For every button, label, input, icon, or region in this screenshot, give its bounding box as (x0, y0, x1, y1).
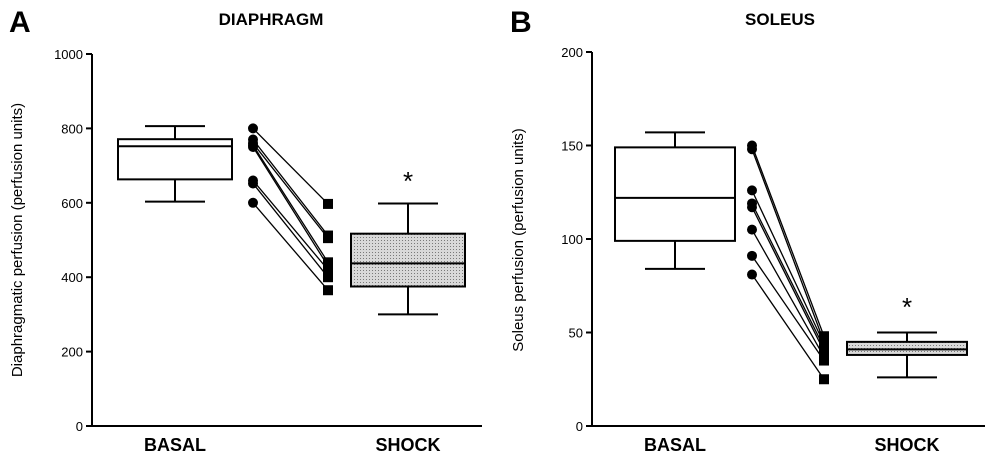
panel-a: A DIAPHRAGM Diaphragmatic perfusion (per… (9, 6, 482, 455)
panel-a-x-categories: BASAL SHOCK (144, 435, 441, 455)
panel-b-y-tick-label: 200 (561, 45, 583, 60)
panel-b-pair-line (751, 274, 825, 380)
panel-a-y-axis-label: Diaphragmatic perfusion (perfusion units… (9, 103, 26, 377)
panel-a-pair-line (252, 142, 329, 239)
panel-a-y-tick-label: 1000 (54, 47, 83, 62)
panel-b-basal-point (747, 202, 757, 213)
panel-a-shock-point (323, 233, 333, 244)
panel-a-pair-line (252, 180, 329, 271)
panel-a-x-category-label: SHOCK (375, 435, 440, 455)
panel-a-pair-line (252, 139, 329, 236)
panel-a-pair-line (252, 202, 329, 291)
panel-a-y-tick-label: 200 (61, 345, 83, 360)
panel-a-title: DIAPHRAGM (219, 10, 324, 29)
panel-a-paired-points (248, 123, 333, 296)
panel-a-shock-point (323, 272, 333, 283)
panel-b-box-basal (614, 146, 736, 242)
panel-b-title: SOLEUS (745, 10, 815, 29)
panel-b-x-categories: BASAL SHOCK (644, 435, 940, 455)
panel-b-boxes (614, 131, 968, 379)
panel-b-y-tick-label: 50 (569, 326, 583, 341)
panel-a-shock-point (323, 198, 333, 209)
panel-b-significance-star: * (902, 292, 912, 322)
panel-a-boxes (117, 125, 466, 316)
panel-b-pair-line (751, 149, 825, 343)
panel-a-box-basal (117, 138, 233, 181)
panel-a-y-tick-label: 600 (61, 196, 83, 211)
panel-b-y-tick-label: 100 (561, 232, 583, 247)
panel-a-box-shock (350, 232, 466, 288)
panel-b-shock-point (819, 346, 829, 357)
panel-b-basal-point (747, 144, 757, 155)
panel-a-shock-point (323, 264, 333, 275)
panel-b-y-axis-label: Soleus perfusion (perfusion units) (510, 128, 527, 351)
panel-a-y-ticks: 0 200 400 600 800 1000 (54, 47, 92, 434)
panel-b-shock-point (819, 374, 829, 385)
panel-b-pair-line (751, 229, 825, 358)
panel-b-y-tick-label: 0 (576, 419, 583, 434)
panel-b-y-ticks: 0 50 100 150 200 (561, 45, 592, 434)
panel-a-letter: A (9, 6, 31, 39)
panel-a-basal-point (248, 197, 258, 208)
panel-a-shock-point (323, 285, 333, 296)
panel-b-basal-point (747, 224, 757, 235)
panel-a-pair-line (252, 183, 329, 278)
panel-b-pair-line (751, 206, 825, 352)
panel-a-pair-line (252, 144, 329, 263)
panel-b-pair-line (751, 255, 825, 361)
panel-b-shock-point (819, 331, 829, 342)
panel-b: B SOLEUS Soleus perfusion (perfusion uni… (510, 6, 985, 455)
panel-a-y-tick-label: 800 (61, 121, 83, 136)
panel-b-basal-point (747, 269, 757, 280)
panel-a-basal-point (248, 178, 258, 189)
panel-b-letter: B (510, 6, 532, 39)
panel-b-pair-line (751, 203, 825, 348)
panel-b-paired-points (747, 140, 829, 385)
panel-a-basal-point (248, 142, 258, 152)
panel-a-pair-line (252, 127, 329, 205)
panel-a-significance-star: * (403, 166, 413, 196)
panel-b-basal-point (747, 185, 757, 196)
panel-a-x-category-label: BASAL (144, 435, 206, 455)
panel-b-x-category-label: BASAL (644, 435, 706, 455)
panel-b-pair-line (751, 190, 825, 344)
panel-b-basal-point (747, 250, 757, 261)
panel-b-x-category-label: SHOCK (874, 435, 939, 455)
panel-a-basal-point (248, 123, 258, 134)
panel-b-pair-line (751, 145, 825, 337)
panel-b-shock-point (819, 355, 829, 366)
panel-b-y-tick-label: 150 (561, 139, 583, 154)
panel-a-y-tick-label: 0 (76, 419, 83, 434)
panel-a-pair-line (252, 146, 329, 267)
panel-a-y-tick-label: 400 (61, 270, 83, 285)
